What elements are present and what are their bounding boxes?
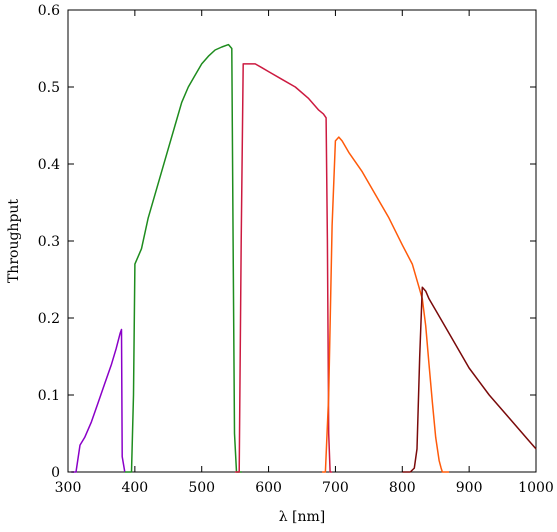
y-tick-label: 0.4 <box>38 157 60 173</box>
x-axis-label: λ [nm] <box>279 509 326 525</box>
y-tick-label: 0.2 <box>38 311 60 327</box>
y-tick-label: 0.6 <box>38 3 60 19</box>
series-line-5 <box>402 286 537 473</box>
series-line-4 <box>322 136 450 473</box>
series-line-2 <box>124 43 242 473</box>
x-tick-label: 900 <box>456 480 483 496</box>
y-tick-label: 0 <box>51 465 60 481</box>
plot-frame <box>67 9 537 473</box>
x-tick-label: 600 <box>255 480 282 496</box>
x-tick-label: 300 <box>55 480 82 496</box>
x-tick-label: 400 <box>121 480 148 496</box>
x-tick-label: 700 <box>322 480 349 496</box>
tick-layer: 300 400 500 600 700 800 900 1000 0 0.1 0.2 0.3 0.4 0.… <box>38 3 554 496</box>
series-line-1 <box>71 328 126 473</box>
y-tick-label: 0.3 <box>38 234 60 250</box>
y-tick-label: 0.1 <box>38 388 60 404</box>
y-axis-label: Throughput <box>6 199 22 283</box>
x-tick-label: 800 <box>389 480 416 496</box>
x-tick-label: 500 <box>188 480 215 496</box>
y-tick-label: 0.5 <box>38 80 60 96</box>
x-tick-label: 1000 <box>518 480 554 496</box>
series-line-3 <box>235 63 333 473</box>
series-layer <box>71 43 537 473</box>
